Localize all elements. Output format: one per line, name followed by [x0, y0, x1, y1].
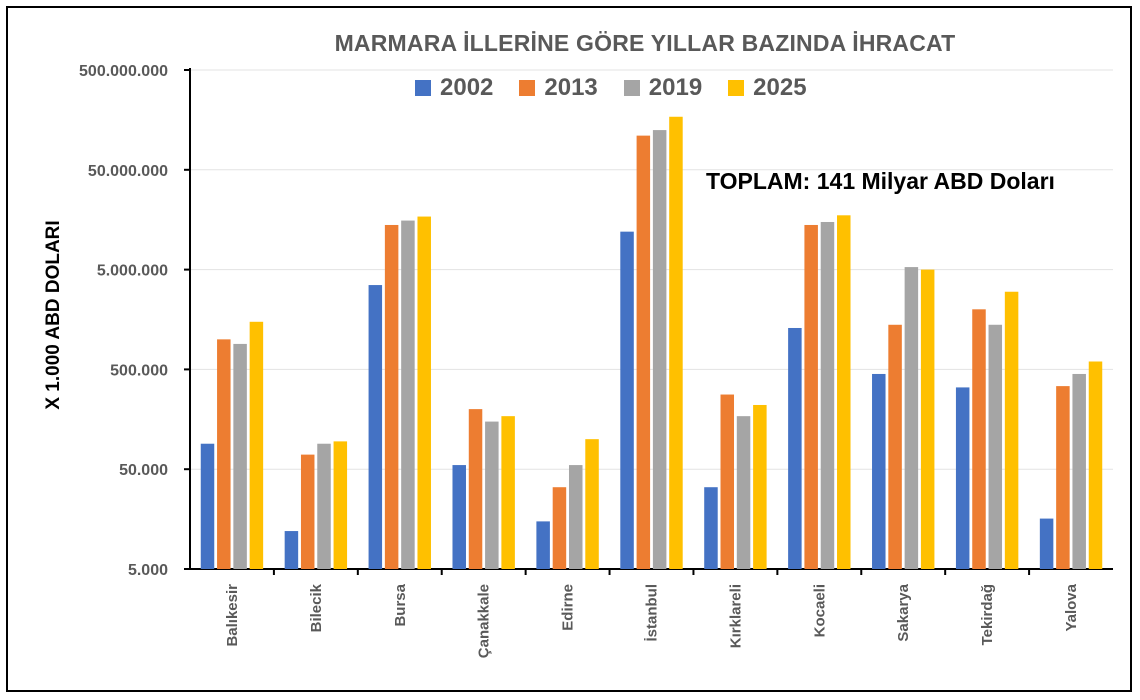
legend-item-2025: 2025: [728, 74, 807, 102]
bar-2013-5: [636, 135, 651, 569]
bar-2002-2: [368, 285, 383, 569]
x-tick-label-5: İstanbul: [644, 584, 661, 642]
x-tick-label-4: Edirne: [560, 584, 577, 631]
legend-label-2025: 2025: [753, 74, 807, 101]
total-annotation: TOPLAM: 141 Milyar ABD Doları: [706, 168, 1055, 194]
bar-2025-8: [920, 269, 935, 569]
bar-2019-6: [736, 416, 751, 569]
bar-2002-4: [536, 521, 550, 569]
bar-2002-8: [872, 373, 886, 569]
y-tick-label-4: 50.000.000: [88, 163, 168, 180]
bar-2013-2: [384, 224, 399, 569]
bar-2002-10: [1039, 518, 1054, 569]
bar-2025-6: [753, 404, 767, 569]
x-tick-label-7: Kocaeli: [811, 584, 828, 637]
bar-2013-6: [720, 394, 735, 569]
bar-2013-10: [1056, 386, 1070, 569]
bar-2013-0: [217, 339, 231, 569]
bar-2013-3: [468, 409, 483, 569]
bar-2025-7: [837, 215, 851, 569]
y-tick-label-5: 500.000.000: [79, 63, 168, 80]
bar-2019-1: [317, 443, 331, 569]
chart-title: MARMARA İLLERİNE GÖRE YILLAR BAZINDA İHR…: [334, 30, 956, 56]
bar-2002-1: [284, 531, 299, 569]
legend-item-2002: 2002: [415, 74, 493, 102]
bar-2019-4: [568, 465, 583, 569]
legend-label-2013: 2013: [544, 74, 598, 101]
bar-2019-10: [1072, 373, 1086, 569]
x-tick-label-0: Balıkesir: [224, 584, 241, 647]
x-tick-label-1: Bilecik: [308, 583, 325, 632]
bar-2002-3: [452, 465, 466, 569]
bar-2013-9: [972, 309, 986, 569]
bar-2002-6: [704, 487, 718, 569]
bar-2002-9: [955, 387, 970, 569]
y-tick-label-3: 5.000.000: [97, 263, 168, 280]
bar-2025-1: [333, 441, 348, 569]
bar-2025-3: [501, 416, 515, 569]
legend-swatch-2019: [623, 80, 640, 96]
chart-frame: [6, 6, 1132, 692]
x-tick-label-8: Sakarya: [895, 583, 912, 641]
bar-2025-4: [585, 439, 599, 569]
y-tick-label-1: 50.000: [119, 462, 168, 479]
bar-2002-5: [620, 231, 634, 570]
bar-2019-0: [233, 343, 247, 569]
bar-2025-0: [249, 321, 264, 569]
x-tick-label-3: Çanakkale: [476, 584, 493, 658]
x-tick-label-9: Tekirdağ: [979, 584, 996, 645]
bar-2019-8: [904, 267, 919, 569]
bar-2019-7: [820, 221, 835, 570]
legend-swatch-2025: [728, 80, 745, 96]
bar-2002-7: [788, 327, 802, 569]
bar-2025-10: [1088, 361, 1103, 569]
bar-2019-2: [401, 220, 415, 569]
bar-2013-7: [804, 224, 818, 569]
legend-label-2019: 2019: [648, 74, 703, 101]
legend-item-2019: 2019: [623, 74, 703, 102]
bar-2025-9: [1004, 291, 1019, 569]
x-tick-label-10: Yalova: [1063, 583, 1080, 631]
legend-swatch-2013: [519, 80, 536, 96]
bar-2025-2: [417, 216, 431, 569]
x-tick-label-2: Bursa: [392, 583, 409, 626]
bar-2019-5: [652, 130, 667, 570]
bar-2019-9: [988, 324, 1003, 569]
y-tick-label-2: 500.000: [110, 362, 168, 379]
x-tick-label-6: Kırklareli: [727, 584, 744, 648]
legend-swatch-2002: [415, 80, 431, 96]
bar-2013-1: [300, 454, 315, 569]
bar-2013-8: [888, 324, 902, 569]
bar-2002-0: [200, 443, 215, 569]
bar-2025-5: [669, 116, 683, 569]
legend: 2002 2013 2019 2025: [415, 74, 807, 102]
bar-2013-4: [552, 487, 567, 569]
y-tick-label-0: 5.000: [128, 562, 168, 579]
bar-2019-3: [485, 421, 499, 569]
legend-item-2013: 2013: [519, 74, 598, 102]
legend-label-2002: 2002: [440, 74, 494, 101]
